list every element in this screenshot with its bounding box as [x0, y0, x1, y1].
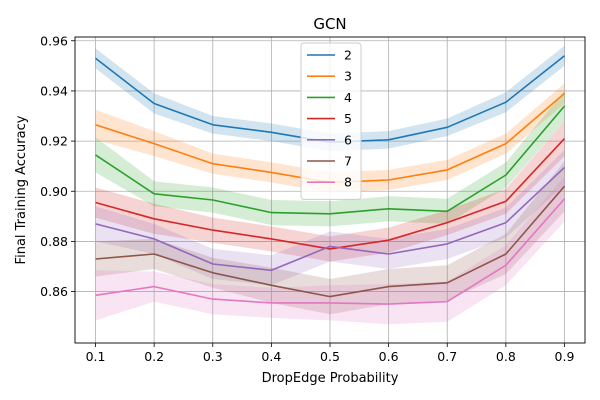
x-tick-label: 0.1	[86, 349, 106, 364]
legend-label-3: 3	[344, 69, 352, 84]
y-tick-label: 0.90	[40, 184, 68, 199]
series-line-4	[95, 105, 566, 215]
x-tick-label: 0.6	[379, 349, 399, 364]
series-band-6	[95, 149, 565, 286]
y-tick-label: 0.88	[40, 234, 68, 249]
legend-label-6: 6	[344, 132, 352, 147]
series-band-8	[95, 176, 565, 325]
series-line-6	[95, 166, 566, 272]
legend-box	[300, 42, 362, 200]
x-axis-label: DropEdge Probability	[262, 371, 399, 386]
series-line-5	[95, 138, 566, 250]
y-axis-ticks: 0.86 0.88 0.90 0.92 0.94 0.96	[40, 33, 75, 299]
x-tick-label: 0.9	[555, 349, 575, 364]
legend-label-4: 4	[344, 90, 352, 105]
chart-title: GCN	[313, 15, 346, 33]
series-band-3	[95, 83, 565, 193]
y-tick-label: 0.94	[40, 83, 68, 98]
x-tick-label: 0.5	[320, 349, 340, 364]
x-tick-label: 0.2	[144, 349, 164, 364]
y-tick-label: 0.86	[40, 284, 68, 299]
series-line-8	[95, 198, 566, 305]
y-axis-label: Final Training Accuracy	[14, 115, 29, 264]
x-axis-ticks: 0.1 0.2 0.3 0.4 0.5 0.6 0.7 0.8 0.9	[86, 343, 575, 364]
legend-label-7: 7	[344, 154, 352, 169]
series-line-7	[95, 185, 566, 298]
series-band-7	[95, 161, 565, 315]
x-tick-label: 0.8	[496, 349, 516, 364]
legend-label-8: 8	[344, 175, 352, 190]
x-tick-label: 0.7	[437, 349, 457, 364]
series-band-4	[95, 90, 565, 227]
legend-label-5: 5	[344, 111, 352, 126]
y-tick-label: 0.92	[40, 134, 68, 149]
series-band-5	[95, 121, 565, 262]
x-tick-label: 0.3	[203, 349, 223, 364]
legend-label-2: 2	[344, 48, 352, 63]
y-tick-label: 0.96	[40, 33, 68, 48]
legend: 2 3 4 5 6 7 8	[300, 42, 362, 200]
x-tick-label: 0.4	[261, 349, 281, 364]
